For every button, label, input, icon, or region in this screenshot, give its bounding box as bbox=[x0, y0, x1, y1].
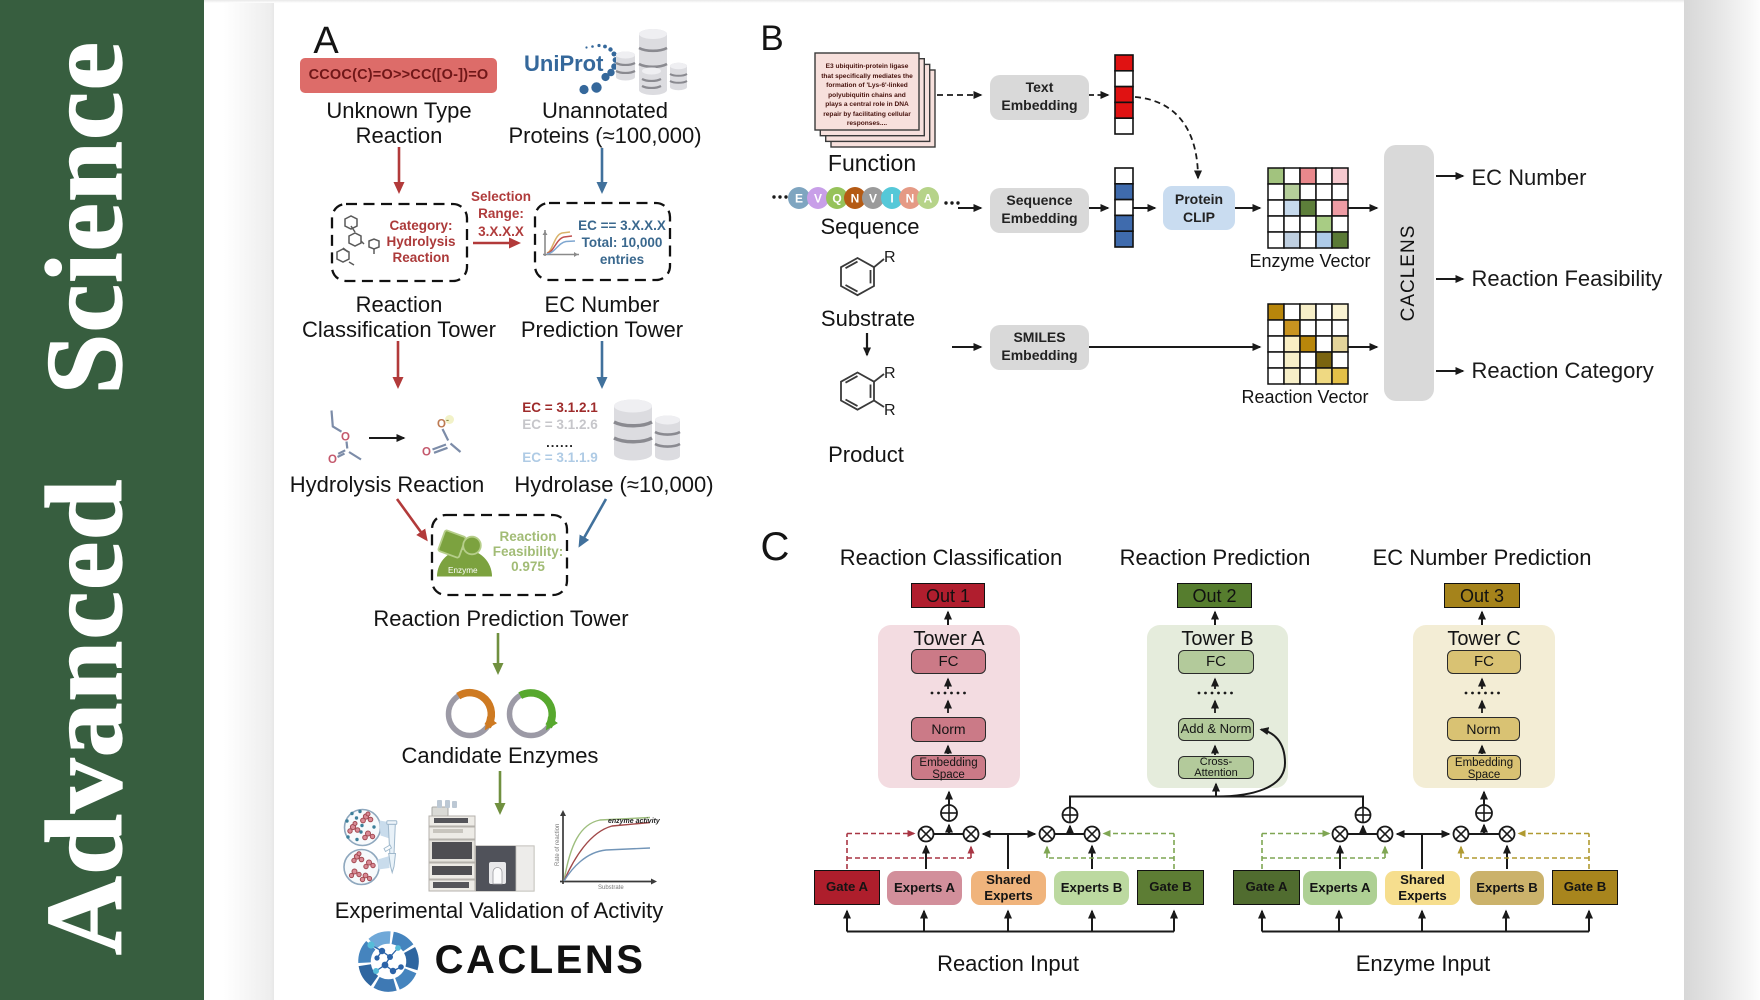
svg-text:Substrate: Substrate bbox=[598, 885, 624, 891]
svg-text:R: R bbox=[884, 249, 896, 266]
svg-text:Rate of reaction: Rate of reaction bbox=[555, 824, 561, 866]
svg-text:O: O bbox=[437, 419, 446, 431]
svg-text:Enzyme: Enzyme bbox=[448, 566, 478, 575]
svg-text:N: N bbox=[851, 192, 860, 206]
svg-text:-: - bbox=[446, 415, 449, 425]
svg-text:I: I bbox=[890, 192, 893, 206]
svg-text:V: V bbox=[814, 192, 822, 206]
svg-text:enzyme activity: enzyme activity bbox=[608, 818, 661, 825]
svg-text:E: E bbox=[795, 192, 803, 206]
svg-text:V: V bbox=[869, 192, 877, 206]
svg-text:R: R bbox=[884, 402, 896, 419]
svg-text:A: A bbox=[924, 192, 933, 206]
svg-text:Q: Q bbox=[832, 192, 841, 206]
svg-text:N: N bbox=[906, 192, 915, 206]
svg-text:O: O bbox=[328, 454, 337, 466]
svg-text:UniProt: UniProt bbox=[524, 51, 604, 76]
svg-text:R: R bbox=[884, 365, 896, 382]
svg-text:O: O bbox=[341, 432, 350, 444]
svg-text:O: O bbox=[422, 447, 431, 459]
